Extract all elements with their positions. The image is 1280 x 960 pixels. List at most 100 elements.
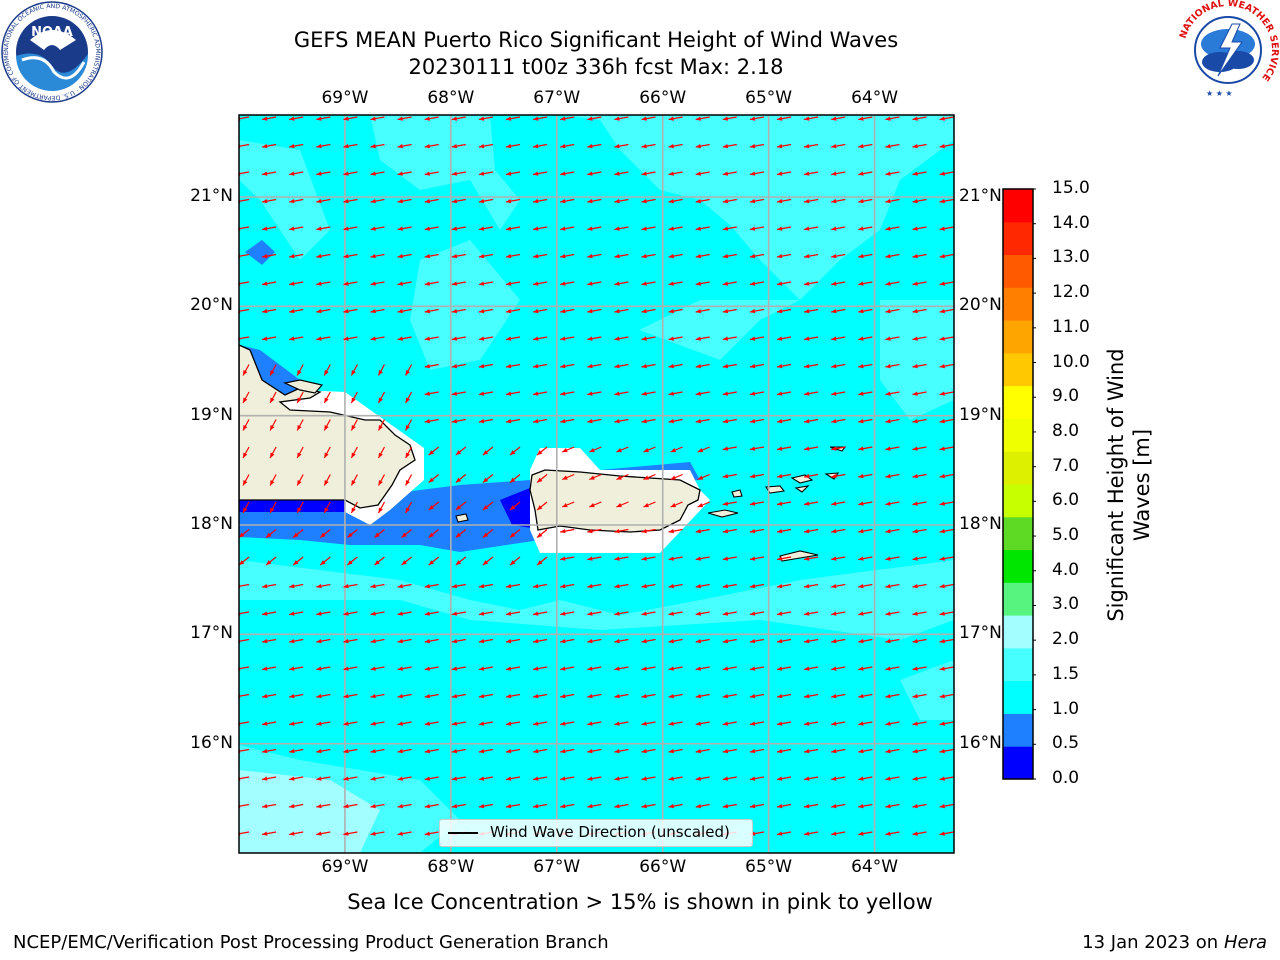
wave-direction-arrow — [668, 556, 683, 561]
wave-direction-arrow — [370, 776, 385, 781]
wave-direction-arrow — [722, 611, 737, 616]
svg-text:★ ★ ★: ★ ★ ★ — [1206, 89, 1233, 98]
wave-direction-arrow — [587, 253, 602, 259]
wave-direction-arrow — [343, 776, 358, 781]
wave-direction-arrow — [722, 638, 737, 644]
wave-direction-arrow — [831, 143, 846, 149]
wave-direction-arrow — [343, 693, 358, 699]
wave-direction-arrow — [424, 143, 439, 149]
wave-direction-arrow — [269, 364, 277, 376]
wave-direction-arrow — [858, 583, 873, 589]
wave-direction-arrow — [296, 419, 304, 431]
wave-direction-arrow — [641, 721, 656, 726]
wave-direction-arrow — [587, 308, 602, 314]
wave-direction-arrow — [749, 693, 765, 699]
wave-direction-arrow — [939, 528, 954, 534]
wave-direction-arrow — [451, 721, 466, 726]
wave-direction-arrow — [343, 308, 358, 314]
wave-direction-arrow — [776, 473, 792, 479]
wave-direction-arrow — [641, 198, 656, 204]
wave-direction-arrow — [939, 116, 954, 121]
wave-direction-arrow — [289, 281, 304, 286]
wave-direction-arrow — [505, 638, 521, 644]
wave-direction-arrow — [803, 831, 819, 836]
wave-direction-arrow — [912, 666, 927, 671]
wave-direction-arrow — [614, 116, 629, 121]
wave-direction-arrow — [589, 473, 602, 481]
wave-direction-arrow — [749, 666, 765, 671]
wave-direction-arrow — [668, 116, 683, 121]
wave-direction-arrow — [749, 748, 765, 754]
colorbar-tick-label: 8.0 — [1052, 420, 1080, 441]
wave-direction-arrow — [614, 776, 629, 781]
wave-direction-arrow — [803, 336, 819, 341]
wave-direction-arrow — [885, 253, 900, 259]
wave-direction-arrow — [370, 226, 385, 231]
wave-direction-arrow — [803, 556, 819, 561]
wave-direction-arrow — [505, 281, 521, 286]
wave-direction-arrow — [641, 308, 656, 314]
wave-direction-arrow — [370, 116, 385, 121]
wave-direction-arrow — [343, 171, 358, 176]
wave-direction-arrow — [722, 308, 737, 314]
wave-direction-arrow — [722, 418, 737, 424]
wave-direction-arrow — [424, 831, 439, 836]
wave-direction-arrow — [831, 556, 846, 561]
wave-direction-arrow — [885, 638, 900, 644]
wave-direction-arrow — [776, 226, 792, 231]
wave-direction-arrow — [478, 638, 494, 644]
wave-direction-arrow — [722, 446, 737, 451]
lat-label-left: 19°N — [190, 404, 233, 425]
lat-label-left: 16°N — [190, 732, 233, 753]
wave-direction-arrow — [451, 281, 466, 286]
sea-ice-caption: Sea Ice Concentration > 15% is shown in … — [347, 890, 933, 914]
colorbar-tick-label: 14.0 — [1052, 212, 1090, 233]
wave-direction-arrow — [939, 803, 954, 809]
wave-direction-arrow — [668, 171, 683, 176]
wave-direction-arrow — [478, 253, 494, 259]
wave-direction-arrow — [670, 473, 683, 481]
wave-direction-arrow — [831, 583, 846, 589]
wave-direction-arrow — [695, 116, 710, 121]
colorbar-bin — [1003, 516, 1033, 551]
wave-direction-arrow — [749, 391, 765, 396]
wave-direction-arrow — [505, 666, 521, 671]
lon-label-bottom: 68°W — [427, 857, 475, 877]
wave-direction-arrow — [722, 281, 737, 286]
wave-direction-arrow — [289, 638, 304, 644]
wave-direction-arrow — [532, 253, 548, 259]
wave-direction-arrow — [616, 446, 629, 453]
colorbar-tick-label: 6.0 — [1052, 490, 1080, 511]
wave-direction-arrow — [697, 446, 710, 453]
wave-direction-arrow — [478, 776, 494, 781]
wave-direction-arrow — [482, 474, 494, 483]
wave-direction-arrow — [478, 281, 494, 286]
wave-direction-arrow — [370, 171, 385, 176]
wave-direction-arrow — [831, 281, 846, 286]
wave-direction-arrow — [668, 611, 683, 616]
wave-direction-arrow — [478, 226, 494, 231]
wave-direction-arrow — [776, 556, 792, 561]
wave-direction-arrow — [668, 391, 683, 396]
colorbar-tick-label: 15.0 — [1052, 178, 1090, 198]
wave-direction-arrow — [695, 281, 710, 286]
wave-direction-arrow — [749, 556, 765, 561]
wave-direction-arrow — [289, 693, 304, 699]
wave-direction-arrow — [424, 748, 439, 754]
wave-direction-arrow — [803, 281, 819, 286]
wave-direction-arrow — [451, 171, 466, 176]
wave-direction-arrow — [451, 226, 466, 231]
wave-direction-arrow — [587, 638, 602, 644]
wave-direction-arrow — [377, 391, 386, 404]
wave-direction-arrow — [668, 253, 683, 259]
wave-direction-arrow — [939, 143, 954, 149]
wave-direction-arrow — [261, 831, 277, 836]
wave-direction-arrow — [885, 281, 900, 286]
wave-direction-arrow — [424, 611, 439, 616]
wave-direction-arrow — [776, 803, 792, 809]
wave-direction-arrow — [858, 638, 873, 644]
wave-direction-arrow — [560, 418, 575, 424]
wave-direction-arrow — [722, 171, 737, 176]
wave-direction-arrow — [405, 364, 413, 376]
wave-direction-arrow — [289, 198, 304, 204]
